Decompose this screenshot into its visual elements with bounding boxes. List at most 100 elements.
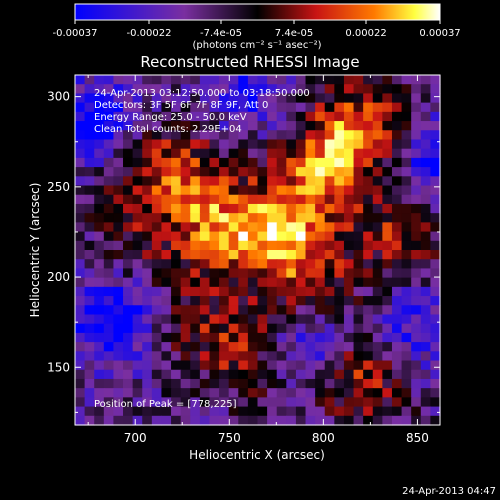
heatmap-cell (382, 277, 393, 288)
heatmap-cell (305, 323, 316, 334)
heatmap-cell (238, 185, 249, 196)
heatmap-cell (171, 296, 182, 306)
heatmap-cell (315, 157, 326, 168)
heatmap-cell (315, 222, 326, 233)
heatmap-cell (238, 194, 249, 205)
heatmap-cell (382, 157, 393, 168)
heatmap-cell (372, 167, 383, 177)
heatmap-cell (190, 388, 201, 398)
heatmap-cell (123, 360, 134, 371)
heatmap-cell (267, 111, 278, 122)
heatmap-cell (209, 397, 220, 408)
heatmap-cell (430, 351, 441, 362)
heatmap-cell (142, 240, 153, 251)
heatmap-cell (353, 277, 364, 288)
heatmap-cell (180, 176, 191, 187)
heatmap-cell (286, 314, 297, 325)
heatmap-cell (84, 415, 95, 426)
heatmap-cell (94, 167, 105, 177)
heatmap-cell (247, 194, 259, 205)
heatmap-cell (305, 351, 316, 362)
heatmap-cell (247, 167, 259, 177)
heatmap-cell (180, 203, 191, 214)
heatmap-cell (343, 332, 355, 343)
heatmap-cell (142, 213, 153, 223)
heatmap-cell (334, 176, 345, 187)
heatmap-cell (315, 194, 326, 205)
heatmap-cell (420, 130, 431, 141)
heatmap-cell (343, 176, 355, 187)
heatmap-cell (430, 314, 441, 325)
heatmap-cell (257, 185, 268, 196)
heatmap-cell (171, 342, 182, 352)
heatmap-cell (353, 75, 364, 85)
heatmap-cell (238, 314, 249, 325)
heatmap-cell (267, 397, 278, 408)
heatmap-cell (161, 203, 172, 214)
heatmap-cell (190, 323, 201, 334)
heatmap-cell (123, 397, 134, 408)
heatmap-cell (305, 296, 316, 306)
heatmap-cell (343, 194, 355, 205)
heatmap-cell (94, 213, 105, 223)
heatmap-cell (151, 148, 163, 159)
heatmap-cell (142, 121, 153, 131)
heatmap-cell (334, 157, 345, 168)
heatmap-cell (190, 332, 201, 343)
heatmap-cell (267, 93, 278, 104)
heatmap-cell (305, 222, 316, 233)
heatmap-cell (247, 351, 259, 362)
heatmap-cell (305, 157, 316, 168)
heatmap-cell (334, 314, 345, 325)
heatmap-cell (238, 268, 249, 279)
heatmap-cell (430, 176, 441, 187)
heatmap-cell (180, 397, 191, 408)
heatmap-cell (84, 176, 95, 187)
heatmap-cell (161, 296, 172, 306)
heatmap-cell (190, 139, 201, 150)
heatmap-cell (295, 231, 307, 242)
heatmap-cell (353, 194, 364, 205)
heatmap-cell (228, 111, 239, 122)
heatmap-cell (190, 286, 201, 297)
heatmap-cell (382, 259, 393, 270)
heatmap-cell (75, 121, 86, 131)
heatmap-cell (75, 240, 86, 251)
heatmap-cell (257, 84, 268, 95)
heatmap-cell (401, 369, 412, 380)
heatmap-cell (286, 121, 297, 131)
heatmap-cell (295, 406, 307, 417)
heatmap-cell (199, 305, 211, 316)
heatmap-cell (305, 111, 316, 122)
heatmap-cell (190, 203, 201, 214)
heatmap-cell (286, 157, 297, 168)
heatmap-cell (382, 222, 393, 233)
heatmap-cell (199, 259, 211, 270)
heatmap-cell (295, 415, 307, 426)
heatmap-cell (113, 213, 124, 223)
heatmap-cell (151, 378, 163, 389)
heatmap-cell (324, 277, 335, 288)
heatmap-cell (276, 213, 287, 223)
heatmap-cell (123, 277, 134, 288)
heatmap-cell (94, 342, 105, 352)
heatmap-cell (353, 388, 364, 398)
heatmap-cell (84, 277, 95, 288)
heatmap-cell (353, 296, 364, 306)
heatmap-cell (401, 240, 412, 251)
heatmap-cell (257, 176, 268, 187)
heatmap-cell (190, 231, 201, 242)
heatmap-cell (382, 406, 393, 417)
heatmap-cell (209, 111, 220, 122)
heatmap-cell (343, 314, 355, 325)
heatmap-cell (238, 240, 249, 251)
heatmap-cell (247, 268, 259, 279)
heatmap-cell (190, 102, 201, 113)
heatmap-cell (372, 351, 383, 362)
heatmap-cell (372, 185, 383, 196)
heatmap-cell (382, 176, 393, 187)
heatmap-cell (103, 342, 115, 352)
heatmap-cell (161, 332, 172, 343)
heatmap-cell (343, 388, 355, 398)
heatmap-cell (267, 378, 278, 389)
